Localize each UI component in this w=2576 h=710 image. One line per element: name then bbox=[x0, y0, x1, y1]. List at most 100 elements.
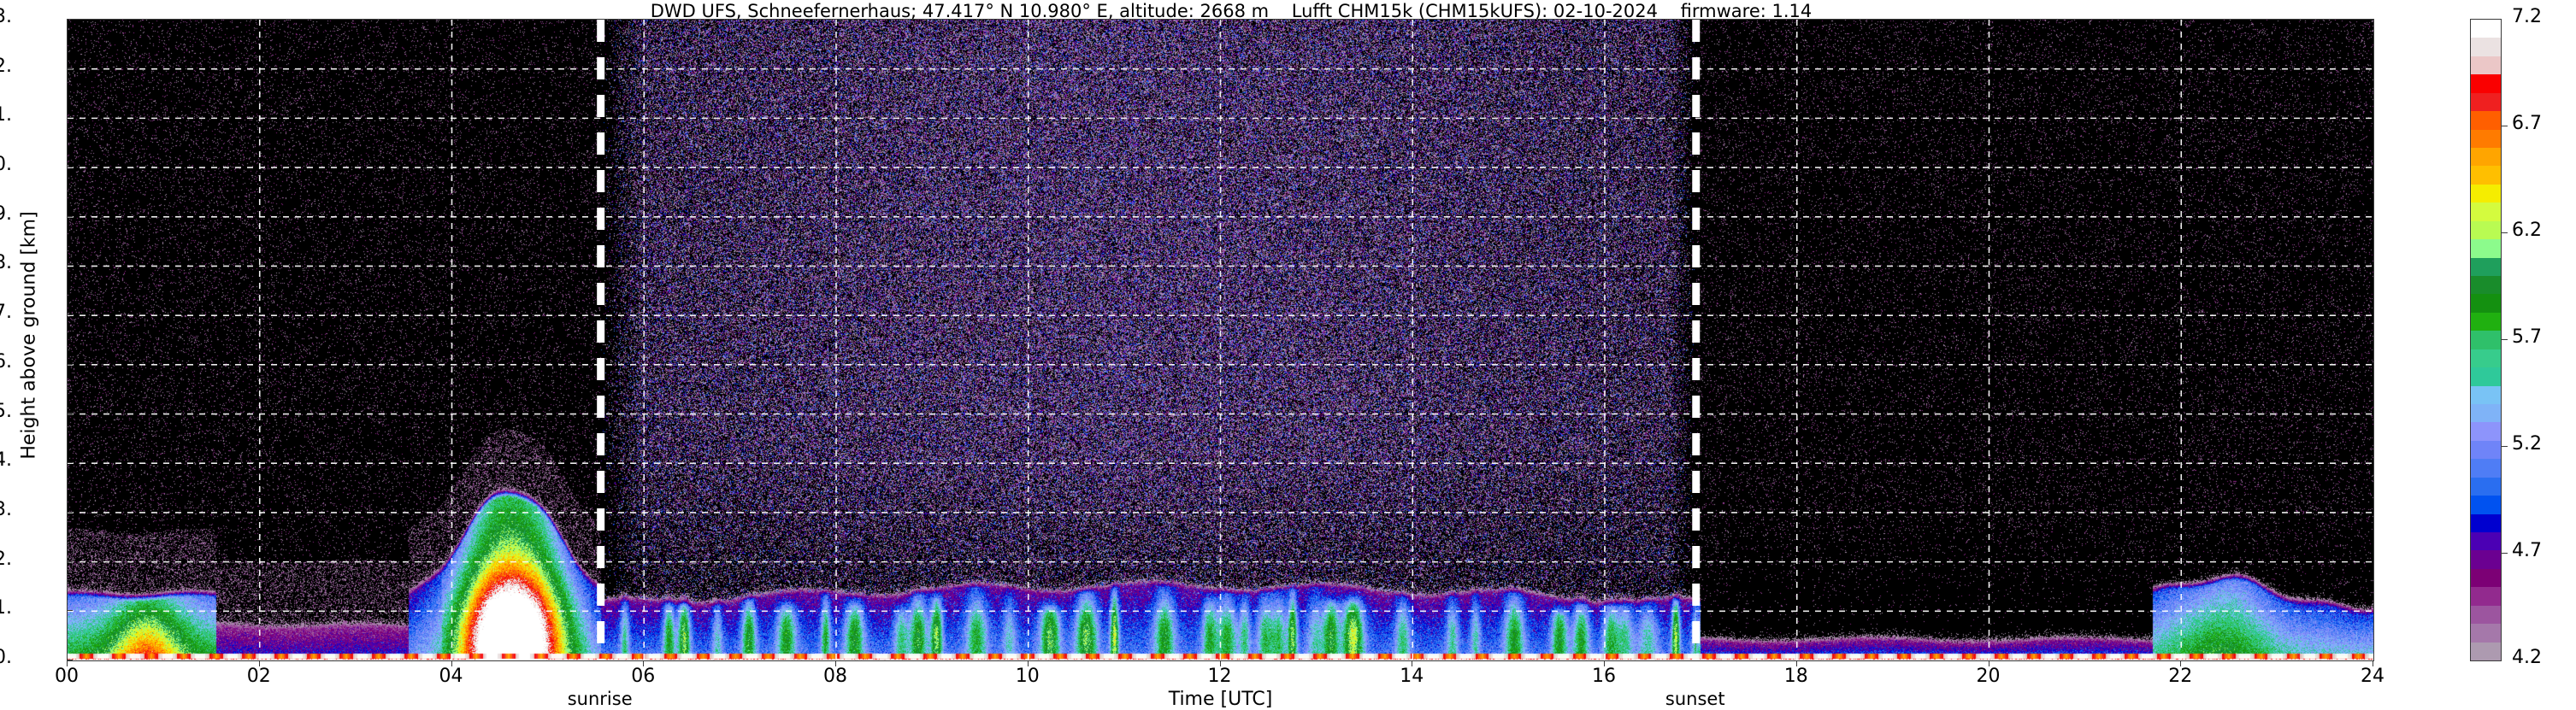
y-tick-label: 13. bbox=[0, 6, 12, 27]
x-tick-mark bbox=[643, 660, 644, 666]
y-tick-label: 9. bbox=[0, 202, 12, 225]
y-tick-mark bbox=[67, 265, 73, 266]
sunrise-label: sunrise bbox=[567, 689, 633, 709]
y-tick-mark bbox=[67, 610, 73, 611]
colorbar-band bbox=[2471, 459, 2501, 478]
colorbar-band bbox=[2471, 111, 2501, 130]
colorbar-band bbox=[2471, 202, 2501, 221]
colorbar-band bbox=[2471, 386, 2501, 404]
colorbar-band bbox=[2471, 56, 2501, 74]
x-tick-mark bbox=[67, 660, 68, 666]
y-tick-label: 7. bbox=[0, 302, 12, 324]
colorbar-band bbox=[2471, 239, 2501, 258]
colorbar-tick-label: 6.2 bbox=[2512, 220, 2542, 241]
y-tick-label: 5. bbox=[0, 400, 12, 422]
colorbar-band bbox=[2471, 569, 2501, 587]
x-tick-label: 06 bbox=[631, 666, 656, 687]
x-tick-label: 24 bbox=[2361, 666, 2384, 687]
colorbar-tick-mark bbox=[2502, 553, 2508, 554]
colorbar-band bbox=[2471, 166, 2501, 185]
colorbar-band bbox=[2471, 331, 2501, 349]
colorbar-tick-label: 4.7 bbox=[2512, 540, 2542, 561]
x-tick-label: 04 bbox=[439, 666, 463, 687]
colorbar-band bbox=[2471, 185, 2501, 202]
colorbar-band bbox=[2471, 20, 2501, 38]
colorbar-band bbox=[2471, 93, 2501, 111]
colorbar-tick-label: 5.2 bbox=[2512, 433, 2542, 455]
colorbar-band bbox=[2471, 130, 2501, 148]
colorbar-band bbox=[2471, 367, 2501, 386]
y-tick-mark bbox=[67, 364, 73, 365]
x-tick-label: 00 bbox=[55, 666, 79, 687]
y-tick-mark bbox=[67, 512, 73, 513]
y-tick-label: 12. bbox=[0, 55, 12, 77]
y-tick-mark bbox=[67, 216, 73, 217]
colorbar-tick-label: 6.7 bbox=[2512, 113, 2542, 134]
colorbar-band bbox=[2471, 313, 2501, 331]
y-tick-label: 8. bbox=[0, 252, 12, 274]
colorbar-band bbox=[2471, 276, 2501, 294]
x-tick-mark bbox=[259, 660, 260, 666]
x-tick-mark bbox=[1220, 660, 1221, 666]
y-tick-mark bbox=[67, 19, 73, 20]
colorbar-band bbox=[2471, 148, 2501, 166]
colorbar-band bbox=[2471, 550, 2501, 569]
x-tick-label: 12 bbox=[1207, 666, 1232, 687]
colorbar-band bbox=[2471, 294, 2501, 313]
figure-title: DWD UFS, Schneefernerhaus; 47.417° N 10.… bbox=[650, 1, 1813, 21]
x-tick-label: 08 bbox=[823, 666, 847, 687]
colorbar-band bbox=[2471, 422, 2501, 441]
colorbar-band bbox=[2471, 404, 2501, 422]
y-axis-label: Height above ground [km] bbox=[18, 211, 40, 460]
y-tick-mark bbox=[67, 117, 73, 118]
y-tick-label: 4. bbox=[0, 449, 12, 472]
x-tick-label: 14 bbox=[1400, 666, 1424, 687]
colorbar-band bbox=[2471, 587, 2501, 606]
colorbar-band bbox=[2471, 221, 2501, 239]
y-tick-mark bbox=[67, 561, 73, 562]
x-axis-label: Time [UTC] bbox=[1168, 689, 1273, 710]
y-tick-label: 6. bbox=[0, 350, 12, 373]
colorbar-band bbox=[2471, 514, 2501, 532]
y-tick-label: 10. bbox=[0, 154, 12, 176]
y-tick-label: 2. bbox=[0, 548, 12, 570]
colorbar-band bbox=[2471, 74, 2501, 93]
x-tick-label: 02 bbox=[246, 666, 271, 687]
x-tick-label: 22 bbox=[2168, 666, 2193, 687]
x-tick-label: 16 bbox=[1592, 666, 1616, 687]
x-tick-label: 18 bbox=[1783, 666, 1808, 687]
colorbar-band bbox=[2471, 532, 2501, 550]
colorbar-band bbox=[2471, 441, 2501, 459]
colorbar-band bbox=[2471, 606, 2501, 624]
y-tick-label: 0. bbox=[0, 647, 12, 668]
colorbar-band bbox=[2471, 496, 2501, 514]
x-tick-label: 20 bbox=[1976, 666, 2001, 687]
colorbar-tick-mark bbox=[2502, 339, 2508, 340]
colorbar bbox=[2470, 19, 2502, 661]
x-tick-mark bbox=[1604, 660, 1605, 666]
y-tick-label: 11. bbox=[0, 104, 12, 126]
colorbar-band bbox=[2471, 478, 2501, 496]
x-tick-label: 10 bbox=[1015, 666, 1040, 687]
colorbar-band bbox=[2471, 258, 2501, 276]
y-tick-mark bbox=[67, 462, 73, 463]
backscatter-heatmap bbox=[68, 20, 2373, 660]
colorbar-band bbox=[2471, 643, 2501, 660]
colorbar-tick-label: 4.2 bbox=[2512, 647, 2542, 668]
x-tick-mark bbox=[451, 660, 452, 666]
colorbar-band bbox=[2471, 349, 2501, 367]
colorbar-tick-label: 5.7 bbox=[2512, 326, 2542, 348]
y-tick-mark bbox=[67, 314, 73, 315]
y-tick-label: 1. bbox=[0, 597, 12, 619]
colorbar-band bbox=[2471, 624, 2501, 643]
colorbar-tick-label: 7.2 bbox=[2512, 6, 2542, 27]
colorbar-tick-mark bbox=[2502, 446, 2508, 447]
x-tick-mark bbox=[835, 660, 836, 666]
x-tick-mark bbox=[1028, 660, 1029, 666]
colorbar-tick-mark bbox=[2502, 232, 2508, 233]
plot-area bbox=[67, 19, 2374, 661]
y-tick-label: 3. bbox=[0, 498, 12, 520]
colorbar-band bbox=[2471, 38, 2501, 56]
x-tick-mark bbox=[2180, 660, 2181, 666]
